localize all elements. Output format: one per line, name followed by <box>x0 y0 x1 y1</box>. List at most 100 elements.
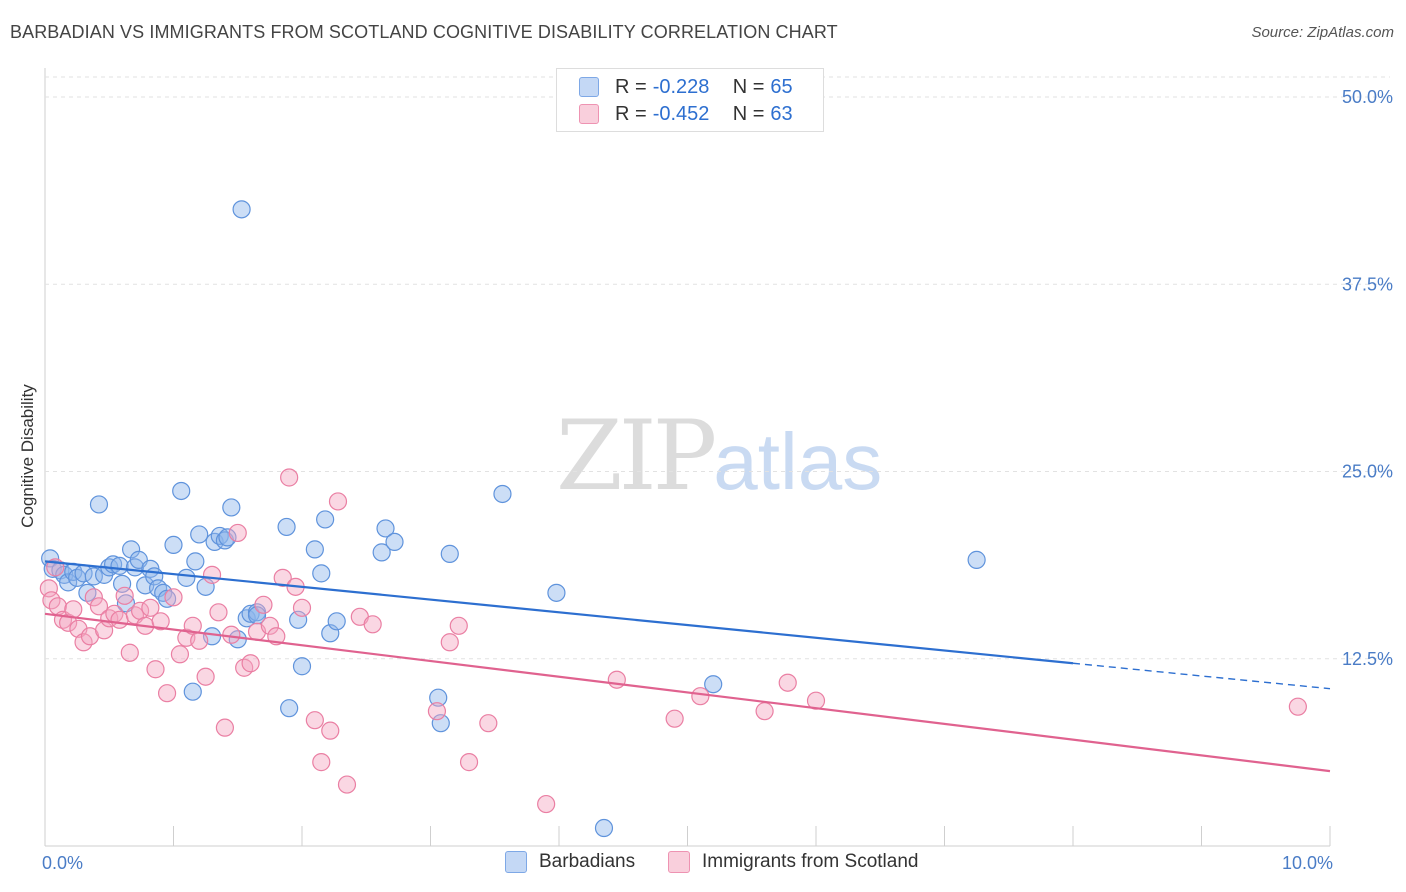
scotland-point <box>84 588 103 607</box>
scotland-point <box>305 711 324 730</box>
scotland-point <box>607 670 626 689</box>
scotland-point <box>363 615 382 634</box>
barbadians-point <box>493 484 512 504</box>
scotland-point <box>157 684 177 703</box>
barbadians-point <box>372 543 391 562</box>
scotland-point <box>479 714 498 733</box>
scotland-point <box>39 579 58 598</box>
series-swatch-barbadians <box>505 851 527 873</box>
scotland-point <box>196 667 215 686</box>
scotland-point <box>337 775 357 794</box>
correlation-legend: R = -0.228 N = 65 R = -0.452 N = 63 <box>556 68 824 132</box>
scotland-point <box>312 753 331 772</box>
barbadians-point <box>277 517 296 537</box>
barbadians-point <box>431 714 450 733</box>
scotland-point <box>190 631 209 650</box>
scotland-point <box>202 565 222 584</box>
barbadians-point <box>429 688 448 707</box>
y-tick-label: 12.5% <box>1342 649 1393 669</box>
barbadians-point <box>241 604 260 623</box>
scotland-point <box>537 794 556 814</box>
scotland-point <box>459 753 479 772</box>
scotland-point <box>273 568 292 587</box>
barbadians-point <box>218 528 237 547</box>
legend-r-label: R = <box>615 75 647 98</box>
series-legend: Barbadians Immigrants from Scotland <box>0 851 1406 877</box>
legend-row-barbadians: R = -0.228 N = 65 <box>579 75 793 99</box>
scotland-point <box>280 468 299 487</box>
scotland-point <box>141 598 160 617</box>
barbadians-point <box>967 550 986 569</box>
scotland-point <box>254 595 273 614</box>
x-tick-label: 10.0% <box>1282 853 1333 873</box>
scotland-point <box>260 616 279 635</box>
scotland-point <box>89 597 109 616</box>
barbadians-point <box>89 495 109 514</box>
barbadians-point <box>312 564 331 583</box>
barbadians-point <box>183 682 202 701</box>
scotland-point <box>691 687 710 706</box>
barbadians-point <box>190 525 209 544</box>
scotland-point <box>110 610 129 629</box>
barbadians-point <box>280 699 299 718</box>
barbadians-point <box>222 498 241 517</box>
x-tick-label: 0.0% <box>42 853 83 873</box>
watermark-zip: ZIP <box>556 400 717 512</box>
barbadians-trend-extension <box>1072 662 1331 690</box>
scotland-point <box>449 616 468 635</box>
scotland-point <box>164 588 183 607</box>
scotland-point <box>146 660 165 679</box>
barbadians-point <box>316 510 335 529</box>
scotland-point <box>64 600 83 619</box>
barbadians-point <box>177 568 196 587</box>
barbadians-point <box>440 544 459 563</box>
watermark-atlas: atlas <box>713 417 883 506</box>
barbadians-point <box>112 574 132 593</box>
barbadians-point <box>292 657 312 676</box>
scotland-trend-line <box>44 612 1331 773</box>
y-tick-label: 25.0% <box>1342 462 1393 482</box>
legend-swatch-barbadians <box>579 77 599 97</box>
barbadians-point <box>186 552 205 571</box>
barbadians-point <box>327 612 346 631</box>
scotland-point <box>241 654 260 673</box>
zipatlas-watermark: ZIPatlas <box>556 400 882 512</box>
barbadians-point <box>704 675 723 694</box>
scotland-point <box>183 616 202 635</box>
barbadians-point <box>305 540 324 559</box>
barbadians-point <box>172 481 191 501</box>
barbadians-point <box>289 610 308 629</box>
scotland-point <box>209 603 228 622</box>
barbadians-point <box>232 200 251 219</box>
y-tick-label: 37.5% <box>1342 274 1393 294</box>
series-legend-label: Barbadians <box>539 851 636 872</box>
scotland-point <box>321 721 340 740</box>
barbadians-point <box>164 535 183 555</box>
scotland-point <box>115 586 134 605</box>
scotland-point <box>427 702 447 721</box>
scotland-point <box>59 613 78 632</box>
y-tick-label: 50.0% <box>1342 87 1393 107</box>
barbadians-point <box>594 818 614 838</box>
legend-row-scotland: R = -0.452 N = 63 <box>579 102 793 126</box>
scotland-point <box>151 612 170 631</box>
legend-r-value: -0.452 <box>652 102 710 125</box>
chart-title: BARBADIAN VS IMMIGRANTS FROM SCOTLAND CO… <box>10 22 838 42</box>
scotland-point <box>1288 697 1307 716</box>
legend-n-value: 65 <box>770 75 793 98</box>
scotland-point <box>292 598 312 617</box>
scotland-point <box>440 633 459 652</box>
scotland-point <box>170 645 190 664</box>
series-legend-scotland[interactable]: Immigrants from Scotland <box>668 851 918 873</box>
scotland-point <box>328 492 348 511</box>
source-label[interactable]: Source: ZipAtlas.com <box>1251 24 1394 41</box>
series-legend-barbadians[interactable]: Barbadians <box>505 851 635 873</box>
scotland-point <box>228 523 247 543</box>
barbadians-point <box>59 573 78 592</box>
legend-n-value: 63 <box>770 102 793 125</box>
barbadians-point <box>385 532 404 552</box>
legend-r-label: R = <box>615 102 647 125</box>
legend-n-label: N = <box>732 102 765 125</box>
barbadians-point <box>376 519 395 538</box>
